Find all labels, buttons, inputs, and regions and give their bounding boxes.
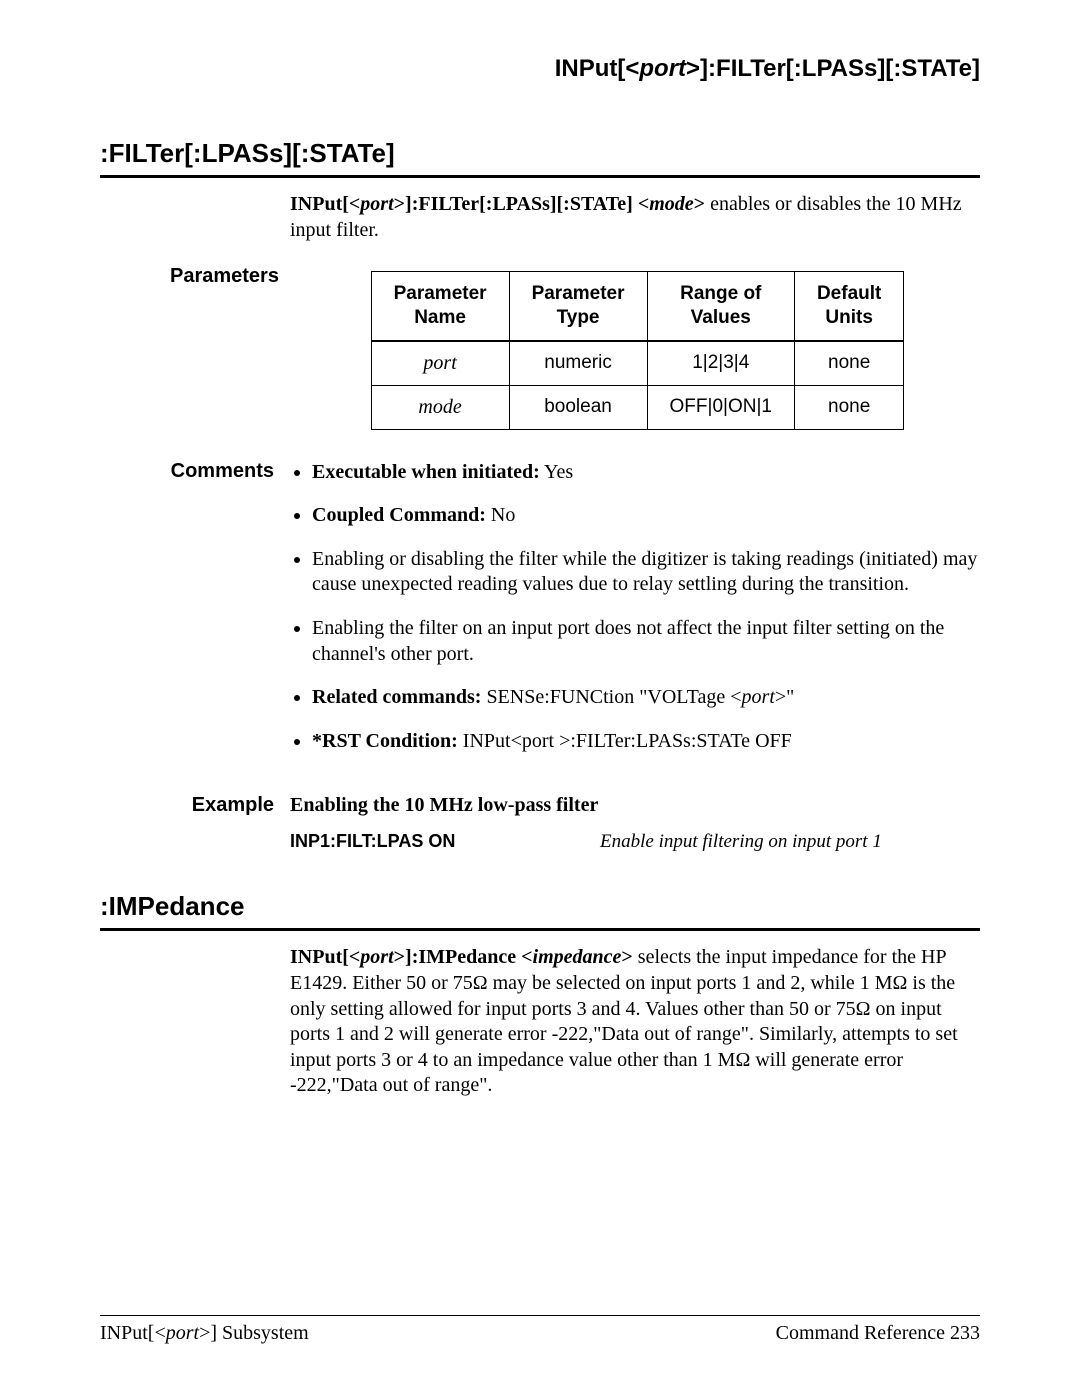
cell-name: port [371,341,509,386]
cell-type: boolean [509,385,647,429]
param-header-row: ParameterName ParameterType Range ofValu… [371,272,904,341]
example-title: Enabling the 10 MHz low-pass filter [290,794,980,817]
section1-intro: INPut[<port>]:FILTer[:LPASs][:STATe] <mo… [290,192,980,243]
example-body: Enabling the 10 MHz low-pass filter INP1… [290,794,980,853]
example-cmd: INP1:FILT:LPAS ON [290,831,600,853]
footer-left: INPut[<port>] Subsystem [100,1322,309,1345]
parameters-label: Parameters [100,265,295,288]
cell-range: OFF|0|ON|1 [647,385,794,429]
param-h-units: DefaultUnits [794,272,903,341]
intro2-para: INPut[<port>]:IMPedance <impedance> sele… [290,945,980,1099]
section2-rule [100,928,980,931]
list-item: Related commands: SENSe:FUNCtion "VOLTag… [312,685,980,711]
section1-rule [100,175,980,178]
page: INPut[<port>]:FILTer[:LPASs][:STATe] :FI… [0,0,1080,1397]
page-header: INPut[<port>]:FILTer[:LPASs][:STATe] [100,55,980,83]
comments-label: Comments [100,460,290,483]
footer-line: INPut[<port>] Subsystem Command Referenc… [100,1322,980,1345]
param-table: ParameterName ParameterType Range ofValu… [371,271,905,430]
hdr-prefix: INPut[< [555,55,640,82]
footer-rule [100,1315,980,1316]
intro2-rest: selects the input impedance for the HP E… [290,946,958,1096]
cell-range: 1|2|3|4 [647,341,794,386]
comments-list: Executable when initiated: Yes Coupled C… [290,460,980,755]
table-row: port numeric 1|2|3|4 none [371,341,904,386]
section2-intro: INPut[<port>]:IMPedance <impedance> sele… [290,945,980,1099]
footer-right: Command Reference 233 [776,1322,980,1345]
section2-title: :IMPedance [100,891,980,922]
page-footer: INPut[<port>] Subsystem Command Referenc… [100,1315,980,1345]
example-label: Example [100,794,290,817]
comments-block: Comments Executable when initiated: Yes … [100,460,980,773]
intro-bold: INPut[<port>]:FILTer[:LPASs][:STATe] <mo… [290,193,705,215]
intro2-bold: INPut[<port>]:IMPedance <impedance> [290,946,633,968]
hdr-suffix: >]:FILTer[:LPASs][:STATe] [686,55,980,82]
intro-para: INPut[<port>]:FILTer[:LPASs][:STATe] <mo… [290,192,980,243]
param-h-range: Range ofValues [647,272,794,341]
list-item: Coupled Command: No [312,503,980,529]
comments-body: Executable when initiated: Yes Coupled C… [290,460,980,773]
list-item: Enabling the filter on an input port doe… [312,616,980,667]
example-desc: Enable input filtering on input port 1 [600,831,980,853]
cell-units: none [794,341,903,386]
list-item: Executable when initiated: Yes [312,460,980,486]
example-block: Example Enabling the 10 MHz low-pass fil… [100,794,980,853]
parameters-body: ParameterName ParameterType Range ofValu… [295,265,980,438]
cell-type: numeric [509,341,647,386]
param-h-type: ParameterType [509,272,647,341]
cell-name: mode [371,385,509,429]
parameters-block: Parameters ParameterName ParameterType R… [100,265,980,438]
list-item: Enabling or disabling the filter while t… [312,547,980,598]
section1-title: :FILTer[:LPASs][:STATe] [100,138,980,169]
list-item: *RST Condition: INPut<port >:FILTer:LPAS… [312,729,980,755]
cell-units: none [794,385,903,429]
param-h-name: ParameterName [371,272,509,341]
example-row: INP1:FILT:LPAS ON Enable input filtering… [290,831,980,853]
hdr-port: port [639,55,686,82]
table-row: mode boolean OFF|0|ON|1 none [371,385,904,429]
